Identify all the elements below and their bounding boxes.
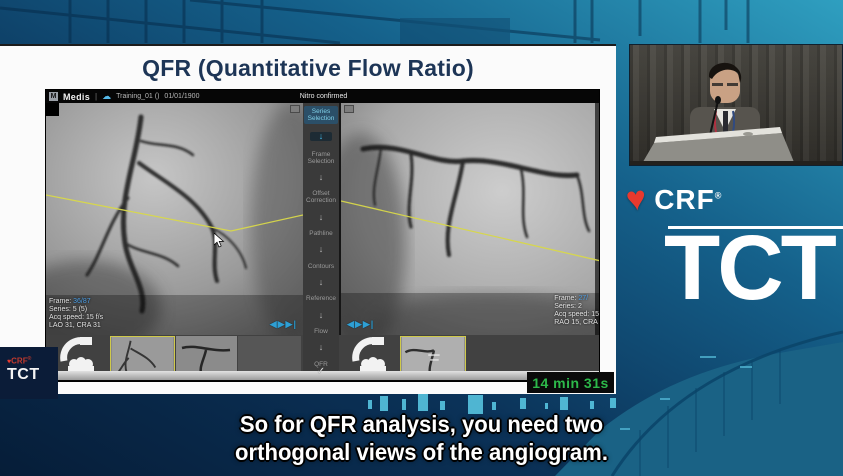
frame-number: 27/ (578, 295, 589, 302)
qfr-workflow-toolbar: Series Selection ↓ Frame Selection ↓ Off… (303, 103, 339, 371)
playback-controls-left[interactable]: ◀▶▶| (270, 319, 297, 330)
medis-application-window: M Medis | ☁ Training_01 () 01/01/1900 Ni… (45, 89, 600, 382)
branding-divider (668, 226, 843, 229)
check-icon: ✓ (316, 366, 326, 377)
workflow-step-qfr[interactable]: QFR (314, 360, 328, 368)
down-arrow-icon[interactable]: ↓ (318, 342, 324, 353)
playback-controls-right[interactable]: ◀▶▶| (347, 319, 374, 330)
play-icon: ▶ (354, 319, 363, 329)
play-icon: ▶ (277, 319, 286, 329)
angiogram-image-right (341, 103, 599, 335)
angulation-right: RAO 15, CRA (554, 319, 598, 326)
crf-tct-branding: ♥ CRF® TCT (616, 170, 843, 330)
study-date: 01/01/1900 (164, 93, 200, 100)
cine-icon[interactable] (344, 105, 354, 113)
angiogram-panel-right[interactable]: Frame: 27/ Series: 2 Acq speed: 15 RAO 1… (341, 103, 599, 335)
down-arrow-icon[interactable]: ↓ (318, 211, 324, 222)
c-arm-icon (352, 337, 386, 377)
down-arrow-icon[interactable]: ↓ (318, 172, 324, 183)
subtitle-line-2: orthogonal views of the angiogram. (235, 439, 608, 465)
frame-info-left: Frame: 36/87 Series: 5 (5) Acq speed: 15… (49, 298, 104, 329)
subtitle-line-1: So for QFR analysis, you need two (239, 411, 604, 437)
patient-name: Training_01 () (116, 93, 160, 100)
medis-brand: Medis (63, 91, 91, 102)
medis-logo-icon: M (49, 92, 58, 101)
slide: QFR (Quantitative Flow Ratio) M Medis | … (0, 44, 616, 394)
crf-tct-watermark: ♥CRF® TCT (0, 347, 58, 399)
step-forward-icon: ▶| (285, 319, 297, 329)
mouse-cursor (214, 233, 225, 248)
workflow-step-offset-correction[interactable]: Offset Correction (306, 190, 336, 205)
speaker-figure (630, 62, 842, 165)
workflow-step-contours[interactable]: Contours (307, 262, 335, 270)
step-forward-icon: ▶| (362, 319, 375, 329)
workflow-step-frame-selection[interactable]: Frame Selection (307, 150, 335, 165)
frame-info-right: Frame: 27/ Series: 2 Acq speed: 15 RAO 1… (554, 295, 599, 326)
angiogram-image-left (46, 103, 303, 335)
session-timer: 14 min 31s (527, 372, 614, 393)
cloud-icon[interactable]: ☁ (102, 91, 112, 101)
frame-number: 36/87 (73, 298, 91, 305)
crf-heart-icon: ♥ (624, 179, 649, 219)
watermark-tct: TCT (7, 365, 40, 383)
angiogram-panel-left[interactable]: Frame: 36/87 Series: 5 (5) Acq speed: 15… (46, 103, 303, 335)
workflow-step-pathline[interactable]: Pathline (309, 230, 333, 238)
titlebar-separator: | (95, 92, 98, 101)
down-arrow-icon[interactable]: ↓ (318, 244, 324, 255)
cine-icon[interactable] (290, 105, 300, 113)
subtitles: So for QFR analysis, you need two orthog… (17, 410, 826, 466)
down-arrow-icon[interactable]: ↓ (318, 309, 324, 320)
angulation-left: LAO 31, CRA 31 (49, 322, 101, 329)
step-back-icon: ◀ (347, 319, 355, 329)
branding-crf: CRF® (654, 184, 723, 215)
branding-tct: TCT (664, 218, 837, 318)
down-arrow-icon[interactable]: ↓ (318, 277, 324, 288)
nitro-status: Nitro confirmed (299, 93, 348, 100)
down-arrow-icon[interactable]: ↓ (310, 132, 332, 142)
heart-icon: ♥ (7, 358, 12, 366)
workflow-step-series-selection[interactable]: Series Selection (304, 106, 338, 124)
window-bottom-strip (46, 380, 599, 381)
medis-titlebar: M Medis | ☁ Training_01 () 01/01/1900 Ni… (46, 90, 599, 103)
speaker-video (629, 44, 843, 166)
workflow-step-reference[interactable]: Reference (306, 295, 336, 303)
step-back-icon: ◀ (269, 319, 278, 329)
workflow-step-flow[interactable]: Flow (314, 328, 328, 336)
slide-title: QFR (Quantitative Flow Ratio) (142, 55, 474, 81)
watermark-crf: CRF (11, 356, 28, 366)
